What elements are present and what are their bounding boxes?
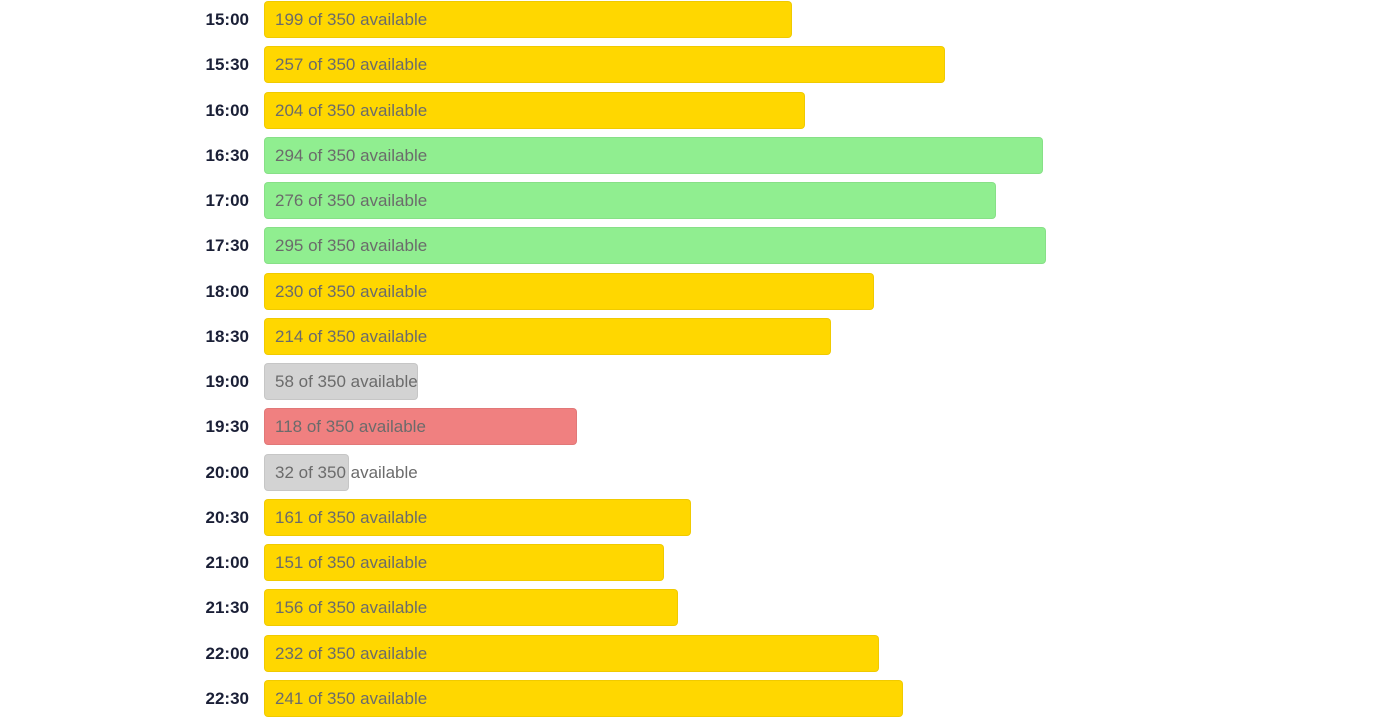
availability-bar[interactable] [264,679,903,717]
timeslot-row[interactable]: 15:00 199 of 350 available [0,1,1400,38]
availability-label: 257 of 350 available [275,55,428,75]
timeslot-row[interactable]: 22:30 241 of 350 available [0,679,1400,717]
availability-bar[interactable] [264,46,946,84]
timeslot-row[interactable]: 22:00 232 of 350 available [0,634,1400,672]
availability-label: 161 of 350 available [275,507,428,527]
timeslot-row[interactable]: 18:30 214 of 350 available [0,317,1400,355]
availability-label: 294 of 350 available [275,145,428,165]
timeslot-row[interactable]: 16:30 294 of 350 available [0,136,1400,174]
availability-label: 118 of 350 available [275,417,426,437]
availability-bar[interactable] [264,91,805,129]
availability-label: 230 of 350 available [275,281,428,301]
availability-label: 276 of 350 available [275,191,428,210]
availability-label: 232 of 350 available [275,643,428,663]
timeslot-row[interactable]: 21:00 151 of 350 available [0,544,1400,581]
availability-label: 32 of 350 available [275,462,418,482]
time-label: 18:00 [205,281,249,301]
availability-label: 151 of 350 available [275,553,428,572]
timeslot-row[interactable]: 17:00 276 of 350 available [0,182,1400,219]
time-label: 22:30 [205,688,249,708]
availability-label: 156 of 350 available [275,598,428,618]
time-label: 16:00 [205,100,249,120]
time-label: 21:30 [205,598,249,618]
timeslot-row[interactable]: 16:00 204 of 350 available [0,91,1400,129]
time-label: 17:30 [205,236,249,256]
availability-label: 58 of 350 available [275,372,418,391]
availability-bar[interactable] [264,544,665,581]
availability-bar[interactable] [264,136,1044,174]
availability-label: 199 of 350 available [275,10,428,29]
availability-bar[interactable] [264,408,577,446]
timeslot-row[interactable]: 15:30 257 of 350 available [0,46,1400,84]
time-label: 18:30 [205,326,249,346]
availability-label: 214 of 350 available [275,326,428,346]
timeslot-row[interactable]: 20:30 161 of 350 available [0,498,1400,536]
availability-label: 241 of 350 available [275,688,428,708]
time-label: 20:00 [205,462,249,482]
timeslot-row[interactable]: 21:30 156 of 350 available [0,589,1400,627]
availability-bar[interactable] [264,589,678,627]
availability-bar[interactable] [264,363,418,400]
time-label: 15:30 [205,55,249,75]
time-label: 21:00 [205,553,249,572]
availability-label: 204 of 350 available [275,100,428,120]
time-label: 22:00 [205,643,249,663]
timeslot-row[interactable]: 18:00 230 of 350 available [0,272,1400,310]
time-label: 17:00 [205,191,249,210]
timeslot-row[interactable]: 17:30 295 of 350 available [0,227,1400,265]
timeslot-row[interactable]: 20:00 32 of 350 available [0,453,1400,491]
availability-bar[interactable] [264,182,996,219]
time-label: 16:30 [205,145,249,165]
time-label: 20:30 [205,507,249,527]
availability-bar[interactable] [264,317,832,355]
availability-bar[interactable] [264,272,874,310]
time-label: 15:00 [205,10,249,29]
time-label: 19:30 [205,417,249,437]
availability-bar[interactable] [264,227,1046,265]
time-label: 19:00 [205,372,249,391]
timeslot-row[interactable]: 19:30 118 of 350 available [0,408,1400,446]
timeslot-row[interactable]: 19:00 58 of 350 available [0,363,1400,400]
availability-bar[interactable] [264,498,691,536]
availability-bar[interactable] [264,634,879,672]
availability-bar[interactable] [264,1,792,38]
availability-label: 295 of 350 available [275,236,428,256]
availability-bar[interactable] [264,453,349,491]
